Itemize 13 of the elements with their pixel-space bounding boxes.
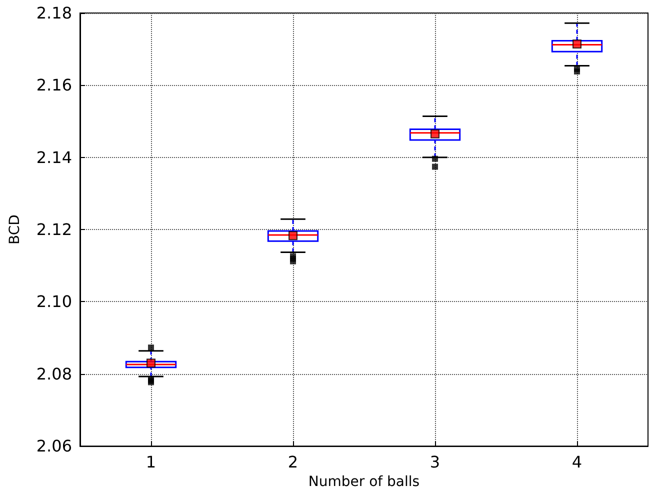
y-tick-label: 2.06 [36,436,72,456]
y-axis-title: BCD [7,214,23,245]
x-tick-label: 1 [146,452,156,472]
y-tick-label: 2.18 [36,4,72,22]
x-tick-label: 4 [572,452,582,472]
y-tick-label: 2.16 [36,76,72,95]
x-tick-label: 2 [288,452,298,472]
y-tick-label: 2.14 [36,148,72,167]
y-tick-label: 2.10 [36,292,72,312]
x-tick-label: 3 [430,452,440,472]
y-tick-label: 2.12 [36,220,72,240]
y-tick-label: 2.08 [36,364,72,384]
x-axis-title: Number of balls [308,474,420,490]
